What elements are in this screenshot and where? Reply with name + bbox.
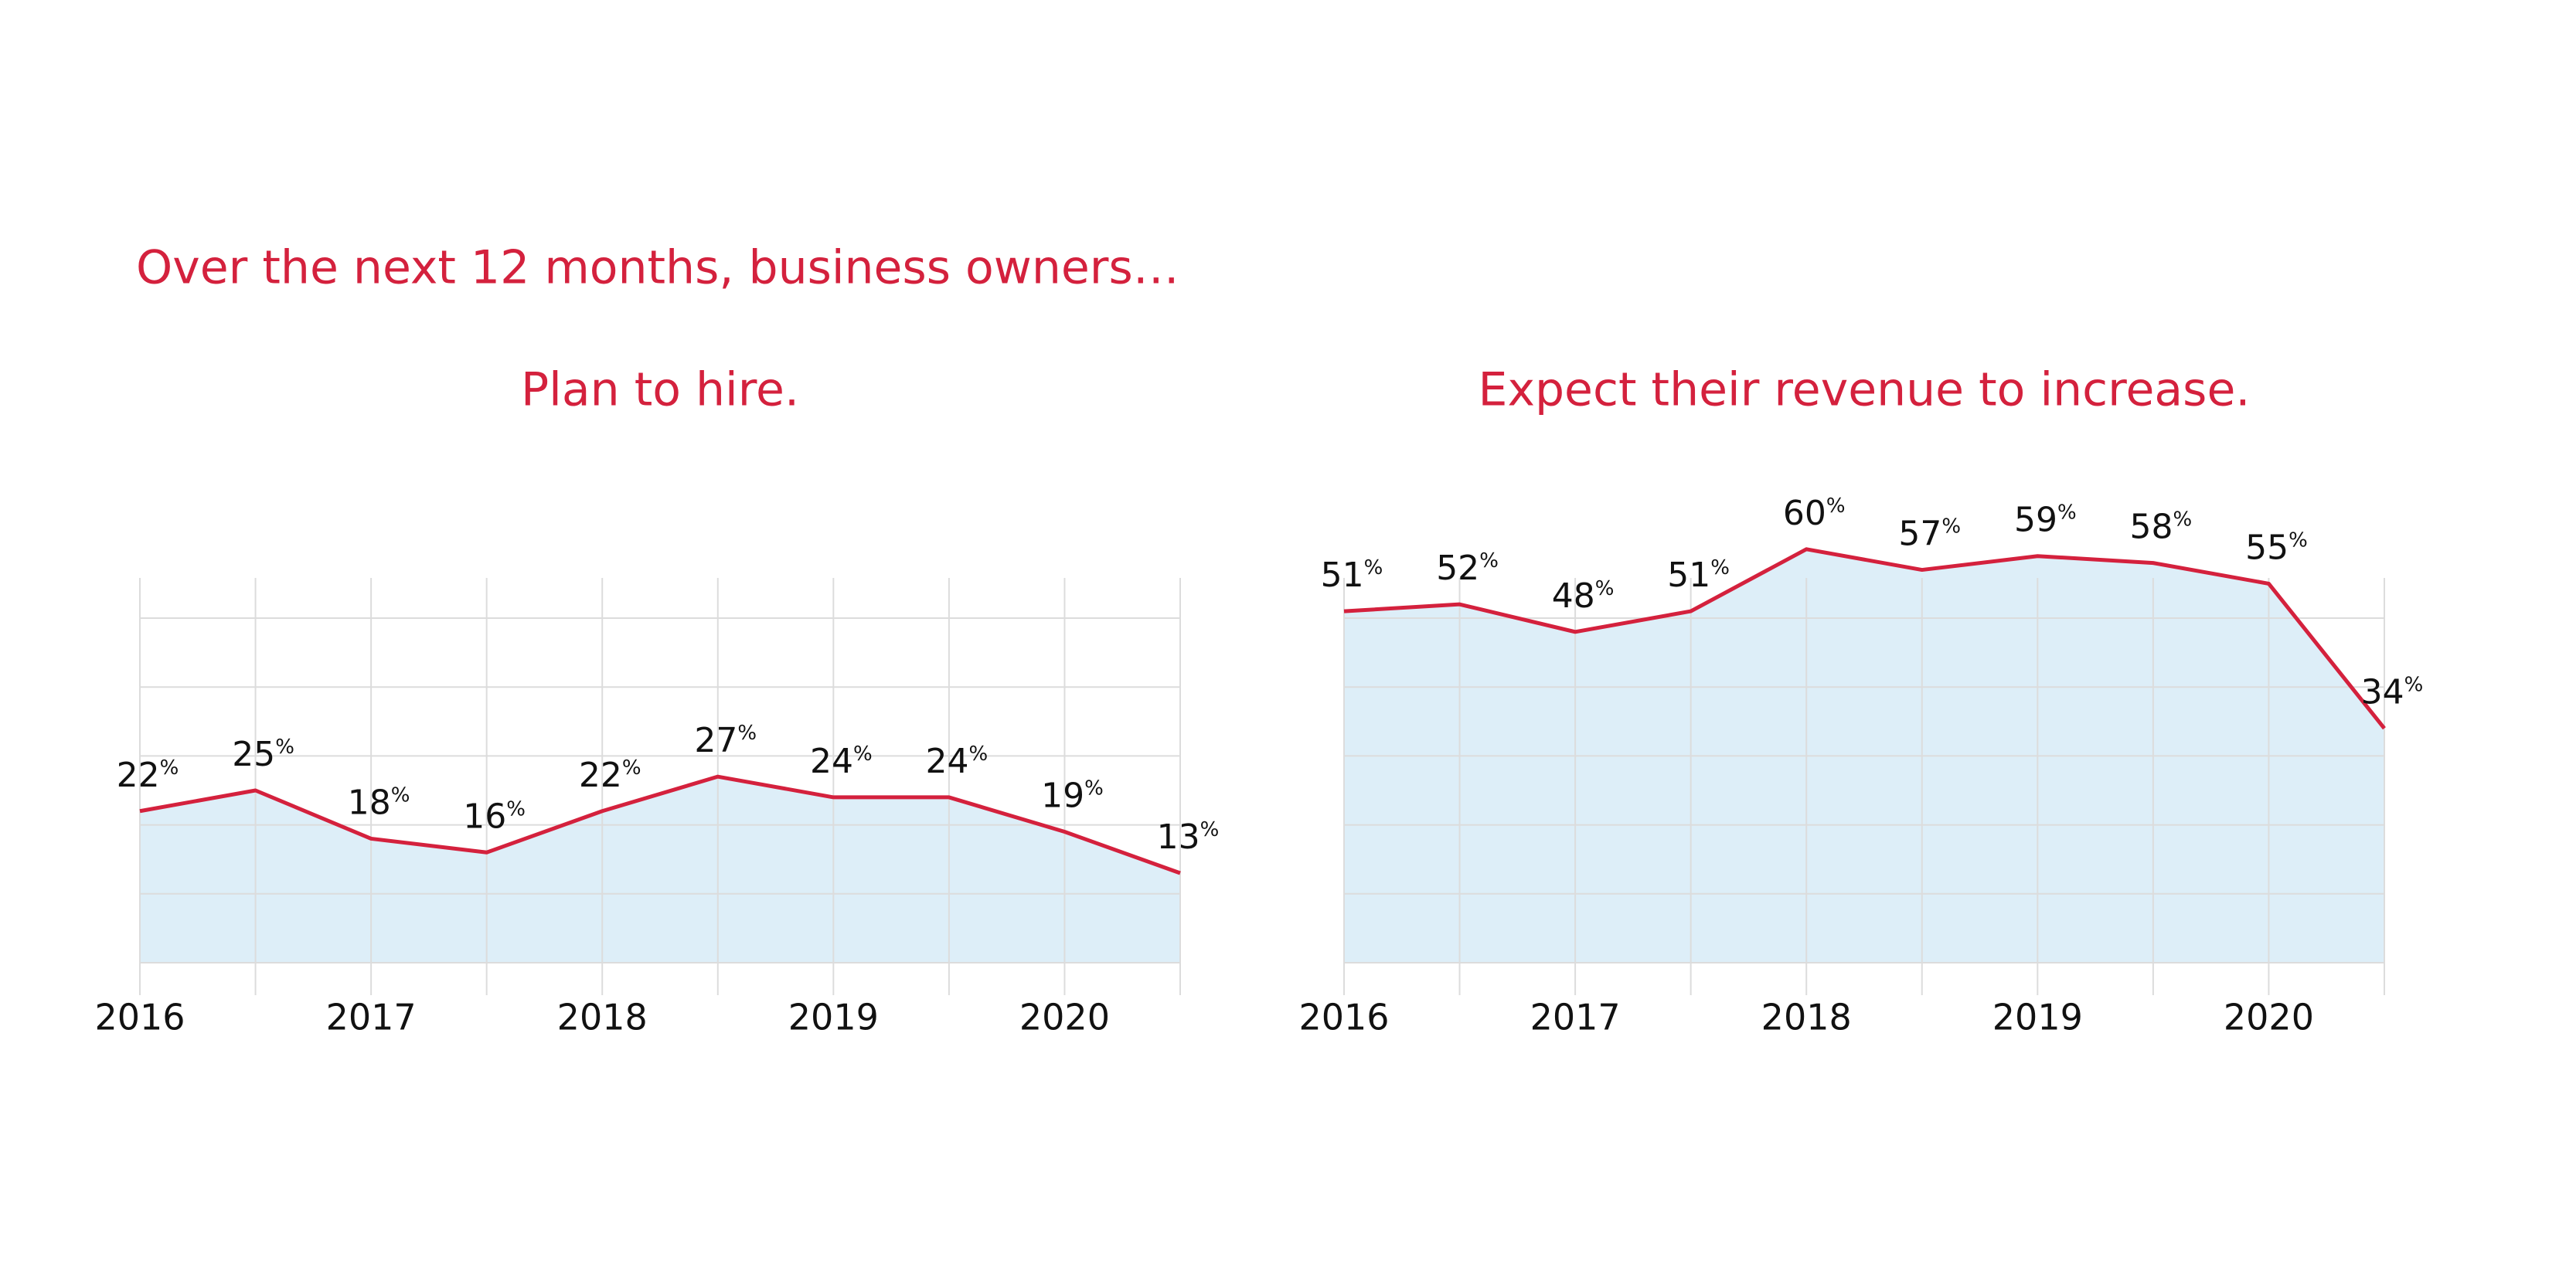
value-unit: % [1479,549,1499,573]
value-label: 51% [1667,556,1730,595]
value-label: 48% [1552,576,1615,616]
value-number: 13 [1157,817,1200,857]
value-label: 52% [1436,549,1499,588]
value-unit: % [853,742,873,765]
value-label: 16% [463,797,526,836]
value-label: 57% [1898,515,1961,554]
x-tick-label: 2020 [1019,997,1110,1038]
value-number: 58 [2130,508,2173,547]
x-tick-label: 2018 [557,997,648,1038]
value-label: 60% [1783,494,1846,533]
value-number: 60 [1783,494,1826,533]
value-number: 22 [579,756,622,795]
value-unit: % [622,756,641,779]
value-unit: % [1084,777,1104,800]
line [1343,547,2386,730]
value-unit: % [2057,501,2077,524]
value-number: 52 [1436,549,1479,588]
value-label: 22% [117,756,179,795]
value-number: 16 [463,797,506,836]
value-number: 34 [2361,673,2404,712]
value-label: 24% [810,742,873,781]
x-tick-label: 2016 [1298,997,1389,1038]
value-unit: % [160,756,179,779]
value-number: 25 [232,735,275,774]
value-label: 22% [579,756,641,795]
value-label: 25% [232,735,294,774]
value-number: 19 [1041,777,1084,816]
x-tick-label: 2017 [326,997,417,1038]
value-number: 27 [694,721,737,760]
value-number: 57 [1898,515,1941,554]
value-label: 58% [2130,508,2193,547]
value-number: 59 [2014,501,2057,540]
value-unit: % [1364,556,1383,579]
value-label: 59% [2014,501,2077,540]
value-number: 48 [1552,576,1595,616]
chart-title: Plan to hire. [521,363,799,417]
value-number: 51 [1321,556,1364,595]
value-label: 18% [348,783,410,822]
value-unit: % [2288,528,2308,552]
value-label: 34% [2361,673,2424,712]
chart-title: Expect their revenue to increase. [1479,363,2251,417]
value-label: 51% [1321,556,1383,595]
value-unit: % [1200,818,1220,841]
value-number: 22 [117,756,160,795]
value-unit: % [506,797,526,821]
value-unit: % [2404,673,2424,696]
value-number: 18 [348,783,391,822]
value-label: 13% [1157,817,1220,857]
x-tick-label: 2019 [788,997,879,1038]
value-number: 55 [2245,528,2288,567]
value-number: 24 [926,742,969,781]
value-unit: % [2173,508,2193,531]
x-tick-label: 2017 [1530,997,1621,1038]
value-label: 27% [694,721,757,760]
line [139,774,1181,875]
value-number: 51 [1667,556,1710,595]
value-label: 24% [926,742,989,781]
x-tick-label: 2016 [94,997,185,1038]
x-tick-label: 2018 [1761,997,1852,1038]
area [140,777,1180,963]
value-unit: % [391,783,410,807]
page-title: Over the next 12 months, business owners… [136,241,1179,295]
value-unit: % [1941,515,1961,538]
value-unit: % [1595,576,1615,600]
x-tick-label: 2020 [2224,997,2314,1038]
value-unit: % [275,736,294,759]
x-tick-label: 2019 [1992,997,2083,1038]
value-label: 55% [2245,528,2308,567]
value-unit: % [737,722,757,745]
value-unit: % [1826,494,1846,517]
value-unit: % [969,742,989,765]
value-unit: % [1710,556,1730,579]
value-label: 19% [1041,777,1104,816]
value-number: 24 [810,742,853,781]
